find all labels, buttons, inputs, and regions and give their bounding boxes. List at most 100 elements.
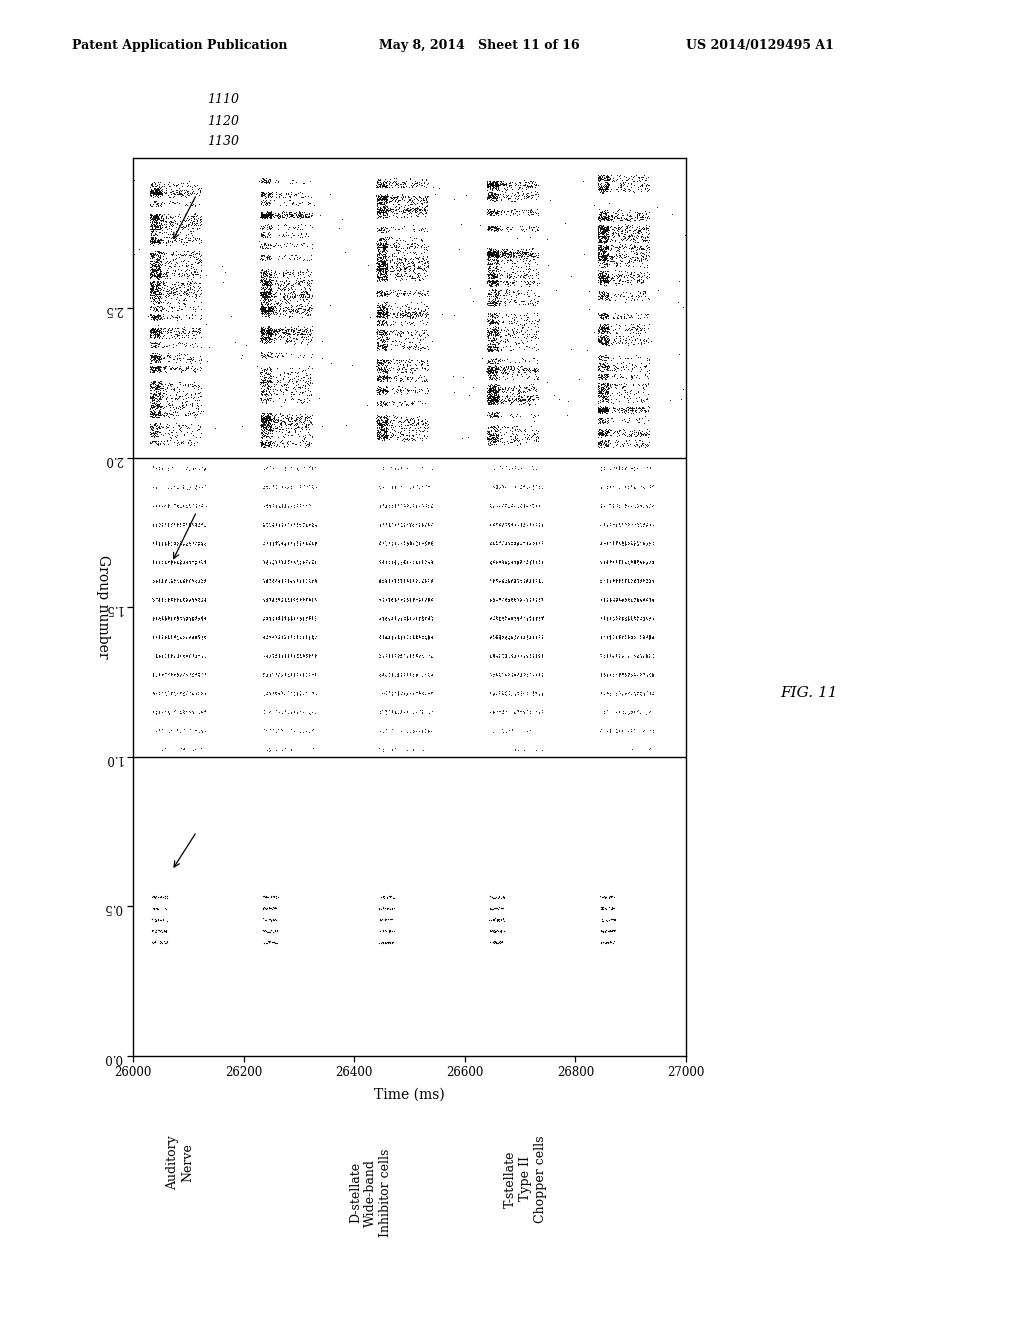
Point [521, 337, 538, 358]
Point [185, 348, 202, 370]
Point [154, 515, 170, 536]
Point [594, 214, 610, 235]
Point [503, 626, 519, 647]
Point [173, 280, 189, 301]
Point [171, 331, 187, 352]
Point [629, 434, 645, 455]
Point [516, 388, 532, 409]
Point [302, 411, 318, 432]
Point [517, 187, 534, 209]
Point [147, 264, 164, 285]
Point [258, 282, 274, 304]
Point [616, 304, 633, 325]
Point [592, 264, 608, 285]
Point [256, 321, 272, 342]
Point [377, 425, 393, 446]
Point [256, 234, 272, 255]
Point [376, 284, 392, 305]
Point [151, 376, 167, 397]
Point [144, 263, 161, 284]
Point [371, 187, 387, 209]
Point [622, 425, 638, 446]
Point [483, 426, 500, 447]
Point [637, 400, 653, 421]
Point [501, 719, 517, 741]
Point [626, 315, 642, 337]
Point [527, 531, 544, 552]
Point [146, 181, 163, 202]
Point [497, 173, 513, 194]
Point [179, 322, 196, 343]
Point [263, 205, 280, 226]
Point [153, 321, 169, 342]
Point [590, 226, 606, 247]
Point [170, 496, 186, 517]
Point [404, 609, 421, 630]
Point [258, 362, 274, 383]
Point [599, 590, 615, 611]
Point [167, 252, 183, 273]
Point [270, 531, 287, 552]
Point [420, 589, 436, 610]
Point [408, 535, 424, 556]
Point [262, 329, 279, 350]
Point [622, 224, 638, 246]
Point [174, 180, 190, 201]
Point [170, 300, 186, 321]
Point [377, 185, 393, 206]
Point [181, 403, 198, 424]
Point [488, 626, 505, 647]
Point [266, 909, 283, 931]
Point [408, 176, 424, 197]
Point [617, 533, 634, 554]
Point [253, 183, 269, 205]
Point [499, 364, 515, 385]
Point [374, 201, 390, 222]
Point [488, 305, 505, 326]
Point [594, 430, 610, 451]
Point [594, 263, 610, 284]
Point [403, 206, 420, 227]
Point [181, 348, 198, 370]
Point [253, 383, 269, 404]
Point [612, 256, 629, 277]
Point [414, 230, 430, 251]
Point [606, 898, 623, 919]
Point [375, 199, 391, 220]
Point [527, 334, 544, 355]
Point [183, 253, 200, 275]
Point [416, 189, 432, 210]
Point [639, 552, 655, 573]
Point [416, 191, 432, 213]
Point [260, 436, 276, 457]
Point [187, 475, 204, 496]
Point [255, 411, 271, 432]
Point [423, 515, 439, 536]
Point [198, 265, 214, 286]
Point [168, 426, 184, 447]
Point [510, 610, 526, 631]
Point [375, 310, 391, 331]
Point [160, 183, 176, 205]
Point [153, 378, 169, 399]
Point [259, 304, 275, 325]
Point [500, 187, 516, 209]
Point [510, 609, 526, 630]
Point [299, 333, 315, 354]
Point [398, 570, 415, 591]
Point [596, 304, 612, 325]
Point [152, 203, 168, 224]
Point [148, 182, 165, 203]
Point [375, 304, 391, 325]
Point [590, 226, 606, 247]
Point [150, 887, 166, 908]
Point [417, 570, 433, 591]
Point [593, 216, 609, 238]
Point [147, 243, 164, 264]
Point [404, 260, 421, 281]
Point [148, 424, 165, 445]
Point [519, 325, 536, 346]
Point [374, 418, 390, 440]
Point [595, 226, 611, 247]
Point [593, 230, 609, 251]
